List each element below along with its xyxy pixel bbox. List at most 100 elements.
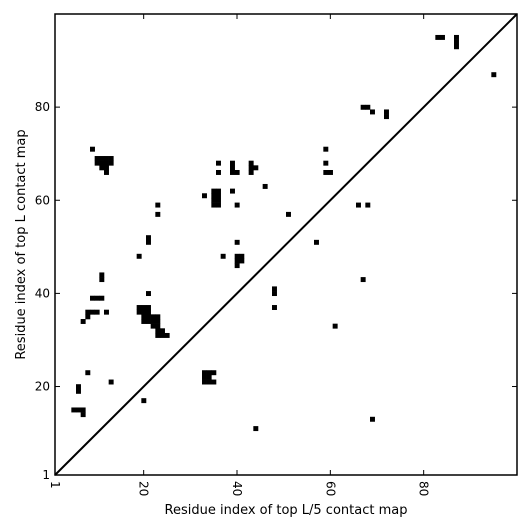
contact-cell: [94, 156, 100, 161]
contact-cell: [150, 314, 156, 320]
contact-cell: [146, 319, 151, 324]
contact-cell: [230, 169, 235, 175]
contact-cell: [146, 309, 151, 315]
contact-cell: [104, 309, 109, 315]
contact-cell: [146, 291, 151, 297]
contact-cell: [146, 314, 151, 320]
contact-cell: [253, 426, 259, 432]
contact-cell: [491, 72, 497, 78]
y-tick-label: 1: [42, 468, 50, 482]
contact-cell: [384, 114, 389, 120]
contact-cell: [202, 193, 207, 199]
contact-cell: [136, 253, 142, 259]
contact-cell: [454, 34, 459, 40]
contact-cell: [230, 165, 235, 171]
contact-cell: [216, 197, 221, 203]
contact-cell: [99, 277, 105, 283]
contact-cell: [164, 332, 170, 338]
contact-cell: [202, 370, 207, 376]
contact-cell: [370, 416, 375, 422]
contact-cell: [71, 407, 77, 413]
contact-cell: [248, 165, 254, 171]
contact-cell: [141, 398, 147, 404]
contact-cell: [435, 34, 441, 40]
contact-cell: [99, 156, 105, 161]
contact-cell: [328, 169, 333, 175]
contact-cell: [206, 374, 212, 380]
contact-cell: [216, 169, 221, 175]
contact-cell: [211, 370, 217, 376]
contact-cell: [370, 109, 375, 115]
contact-cell: [365, 202, 371, 208]
contact-cell: [99, 295, 105, 301]
contact-cell: [286, 211, 291, 217]
contact-cell: [160, 332, 165, 338]
contact-cell: [104, 156, 109, 161]
contact-cell: [150, 323, 156, 329]
contact-cell: [104, 169, 109, 175]
contact-cell: [108, 379, 114, 385]
contact-cell: [323, 160, 329, 166]
contact-cell: [211, 193, 217, 199]
contact-cell: [99, 165, 105, 171]
contact-cell: [384, 109, 389, 115]
contact-cell: [155, 314, 161, 320]
contact-cell: [323, 146, 329, 152]
contact-cell: [211, 379, 217, 385]
contact-cell: [141, 319, 147, 324]
x-tick-label: 1: [48, 481, 62, 489]
contact-cell: [216, 160, 221, 166]
contact-cell: [90, 146, 95, 152]
contact-cell: [155, 202, 161, 208]
contact-cell: [272, 286, 277, 292]
contact-cell: [216, 188, 221, 194]
x-tick-label: 20: [137, 481, 151, 496]
contact-cell: [206, 379, 212, 385]
contact-cell: [239, 253, 245, 259]
contact-cell: [155, 332, 161, 338]
contact-cell: [262, 183, 268, 189]
contact-cell: [80, 319, 86, 324]
contact-cell: [85, 314, 91, 320]
contact-cell: [94, 160, 100, 166]
contact-cell: [104, 160, 109, 166]
contact-cell: [220, 253, 226, 259]
contact-cell: [136, 309, 142, 315]
contact-cell: [155, 323, 161, 329]
contact-cell: [234, 263, 240, 269]
contact-cell: [272, 291, 277, 297]
contact-cell: [272, 305, 277, 310]
contact-cell: [234, 239, 240, 245]
contact-cell: [99, 272, 105, 278]
x-tick-label: 60: [323, 481, 337, 496]
contact-cell: [234, 169, 240, 175]
y-axis-label: Residue index of top L contact map: [14, 129, 29, 359]
contact-cell: [454, 44, 459, 50]
contact-cell: [356, 202, 361, 208]
contact-cell: [206, 370, 212, 376]
y-tick-label: 60: [35, 193, 50, 207]
contact-cell: [211, 197, 217, 203]
contact-cell: [108, 160, 114, 166]
contact-cell: [230, 188, 235, 194]
contact-cell: [146, 235, 151, 241]
contact-cell: [202, 379, 207, 385]
contact-cell: [440, 34, 445, 40]
contact-cell: [76, 384, 81, 390]
contact-cell: [234, 258, 240, 264]
contact-cell: [108, 156, 114, 161]
contact-cell: [155, 211, 161, 217]
contact-cell: [314, 239, 319, 245]
contact-cell: [360, 277, 366, 283]
contact-cell: [211, 188, 217, 194]
contact-cell: [150, 319, 156, 324]
contact-cells: [71, 34, 497, 432]
y-tick-label: 20: [35, 380, 50, 394]
plot-frame: [54, 13, 518, 476]
contact-cell: [90, 295, 95, 301]
contact-cell: [141, 305, 147, 310]
contact-cell: [76, 407, 81, 413]
contact-cell: [253, 165, 259, 171]
contact-cell: [211, 202, 217, 208]
contact-cell: [360, 104, 366, 110]
